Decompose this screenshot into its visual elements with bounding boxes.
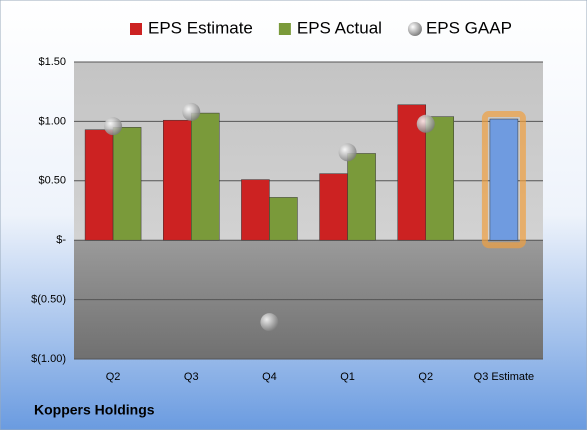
x-tick-label: Q3 Estimate [474,371,535,383]
legend-marker [130,23,142,35]
x-tick-label: Q2 [418,371,433,383]
x-tick-label: Q3 [184,371,199,383]
legend-label: EPS GAAP [426,18,512,37]
legend-label: EPS Actual [297,18,382,37]
bar [163,119,192,241]
y-tick-label: $(1.00) [31,353,66,365]
bar [112,127,142,241]
x-tick-label: Q2 [106,371,121,383]
y-tick-label: $(0.50) [31,294,66,306]
highlight [481,111,526,249]
gaap-marker [416,114,435,133]
y-tick-label: $1.00 [38,115,66,127]
legend-marker [278,23,291,35]
bar [191,112,220,241]
footer: Koppers Holdings [34,402,155,418]
x-tick-label: Q1 [340,371,355,383]
bar [347,153,376,241]
bar [241,179,270,241]
gaap-marker [182,102,201,121]
bar [489,118,519,241]
x-tick-label: Q4 [262,371,277,383]
bar [425,116,454,241]
gaap-marker [338,143,357,162]
gaap-marker [260,313,279,332]
bar [319,173,348,241]
gaap-marker [104,117,123,136]
legend-label: EPS Estimate [148,18,253,37]
y-tick-label: $- [56,234,66,246]
y-tick-label: $0.50 [38,175,66,187]
plot-area-upper [74,62,543,241]
bar [269,197,298,241]
bar [84,129,114,241]
y-tick-label: $1.50 [38,56,66,68]
legend-marker [407,22,422,36]
